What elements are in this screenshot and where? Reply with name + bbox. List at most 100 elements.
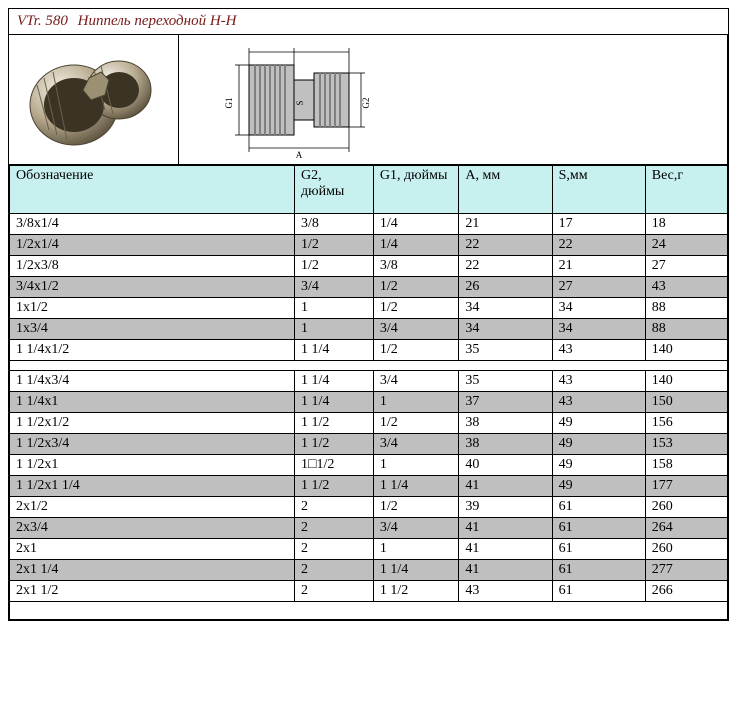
table-cell: 1/4 (373, 214, 459, 235)
table-cell: 2x3/4 (10, 518, 295, 539)
table-cell: 260 (645, 539, 727, 560)
table-cell: 277 (645, 560, 727, 581)
svg-text:G2: G2 (361, 97, 371, 108)
table-row: 1 1/4x11 1/413743150 (10, 392, 728, 413)
table-row: 1/2x3/81/23/8222127 (10, 256, 728, 277)
table-cell: 260 (645, 497, 727, 518)
col-header: G1, дюймы (373, 166, 459, 214)
product-photo-cell (9, 35, 179, 164)
table-cell: 49 (552, 434, 645, 455)
table-cell: 61 (552, 581, 645, 602)
table-cell: 1 1/2x1 (10, 455, 295, 476)
table-cell: 88 (645, 319, 727, 340)
table-cell: 1 (295, 298, 374, 319)
table-cell: 2 (295, 518, 374, 539)
table-cell: 24 (645, 235, 727, 256)
table-cell: 1/2 (373, 497, 459, 518)
table-cell: 1 (295, 319, 374, 340)
table-cell: 43 (552, 392, 645, 413)
table-cell: 1□1/2 (295, 455, 374, 476)
table-cell: 1 1/2x3/4 (10, 434, 295, 455)
table-row: 2x1/221/23961260 (10, 497, 728, 518)
table-cell: 41 (459, 518, 552, 539)
table-cell: 88 (645, 298, 727, 319)
table-cell: 40 (459, 455, 552, 476)
table-cell: 1 (373, 539, 459, 560)
table-cell: 1 1/4x1 (10, 392, 295, 413)
table-row: 1 1/2x1 1/41 1/21 1/44149177 (10, 476, 728, 497)
table-cell: 34 (459, 298, 552, 319)
table-row: 3/8x1/43/81/4211718 (10, 214, 728, 235)
table-cell: 21 (459, 214, 552, 235)
table-cell: 3/4 (373, 434, 459, 455)
spec-table: Обозначение G2, дюймы G1, дюймы A, мм S,… (9, 165, 728, 620)
table-row: 2x3/423/44161264 (10, 518, 728, 539)
table-cell: 34 (459, 319, 552, 340)
table-cell: 43 (552, 340, 645, 361)
svg-text:G1: G1 (224, 97, 234, 108)
table-cell: 1 1/2 (295, 476, 374, 497)
table-cell: 1 1/4x3/4 (10, 371, 295, 392)
table-cell: 27 (552, 277, 645, 298)
table-cell: 1 1/2 (295, 434, 374, 455)
table-cell: 140 (645, 371, 727, 392)
section-gap (10, 361, 728, 371)
col-header: A, мм (459, 166, 552, 214)
table-cell: 61 (552, 560, 645, 581)
table-cell: 1/2 (373, 340, 459, 361)
table-cell: 41 (459, 560, 552, 581)
table-row: 2x1 1/221 1/24361266 (10, 581, 728, 602)
table-cell: 1/2 (295, 235, 374, 256)
table-row: 1x1/211/2343488 (10, 298, 728, 319)
table-cell: 35 (459, 340, 552, 361)
table-cell: 17 (552, 214, 645, 235)
product-diagram-cell: G1 G2 S A (179, 35, 728, 164)
svg-text:A: A (296, 150, 303, 160)
table-cell: 1 1/4 (295, 392, 374, 413)
table-cell: 22 (459, 256, 552, 277)
table-cell: 2x1 (10, 539, 295, 560)
catalog-block: VTr. 580 Ниппель переходной Н-Н (8, 8, 729, 621)
table-row: 1 1/4x1/21 1/41/23543140 (10, 340, 728, 361)
col-header: Обозначение (10, 166, 295, 214)
table-cell: 21 (552, 256, 645, 277)
table-cell: 49 (552, 476, 645, 497)
table-cell: 34 (552, 298, 645, 319)
table-cell: 1 1/2 (373, 581, 459, 602)
table-row: 1 1/4x3/41 1/43/43543140 (10, 371, 728, 392)
table-cell: 158 (645, 455, 727, 476)
table-cell: 1 (373, 392, 459, 413)
table-cell: 2x1/2 (10, 497, 295, 518)
table-cell: 1 1/2 (295, 413, 374, 434)
table-cell: 3/4 (295, 277, 374, 298)
table-row: 2x1214161260 (10, 539, 728, 560)
table-cell: 3/4 (373, 319, 459, 340)
table-cell: 1 1/4 (295, 340, 374, 361)
table-cell: 140 (645, 340, 727, 361)
title-row: VTr. 580 Ниппель переходной Н-Н (9, 9, 728, 35)
table-cell: 1 1/2x1/2 (10, 413, 295, 434)
table-cell: 41 (459, 476, 552, 497)
table-cell: 1/2x3/8 (10, 256, 295, 277)
table-cell: 1/2 (373, 277, 459, 298)
table-cell: 1 (373, 455, 459, 476)
table-cell: 1x3/4 (10, 319, 295, 340)
table-cell: 1 1/2x1 1/4 (10, 476, 295, 497)
table-cell: 35 (459, 371, 552, 392)
table-cell: 1/2 (295, 256, 374, 277)
table-cell: 22 (459, 235, 552, 256)
table-cell: 27 (645, 256, 727, 277)
table-cell: 3/8 (373, 256, 459, 277)
col-header: G2, дюймы (295, 166, 374, 214)
table-cell: 41 (459, 539, 552, 560)
footer-gap (10, 602, 728, 620)
table-cell: 38 (459, 434, 552, 455)
table-cell: 18 (645, 214, 727, 235)
table-cell: 153 (645, 434, 727, 455)
table-cell: 3/4 (373, 518, 459, 539)
table-body: 3/8x1/43/81/42117181/2x1/41/21/42222241/… (10, 214, 728, 620)
table-cell: 266 (645, 581, 727, 602)
table-row: 1/2x1/41/21/4222224 (10, 235, 728, 256)
table-cell: 2 (295, 497, 374, 518)
table-cell: 3/4 (373, 371, 459, 392)
